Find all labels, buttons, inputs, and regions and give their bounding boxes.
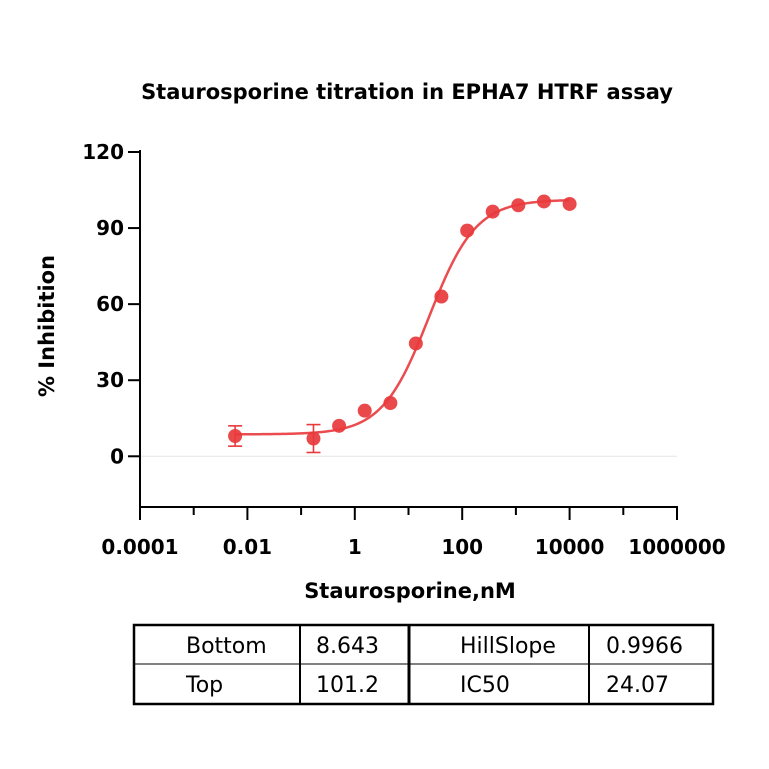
x-tick-label: 0.01 — [223, 535, 272, 559]
chart-title: Staurosporine titration in EPHA7 HTRF as… — [141, 80, 673, 104]
table-cell: IC50 — [460, 673, 510, 698]
data-point — [562, 196, 577, 211]
data-point — [306, 431, 321, 446]
data-point — [536, 194, 551, 209]
x-tick-label: 100 — [441, 535, 483, 559]
y-tick-label: 120 — [82, 140, 124, 164]
y-tick-label: 30 — [96, 368, 124, 392]
data-point — [383, 396, 398, 411]
table-cell: HillSlope — [460, 634, 556, 659]
x-tick-label: 1 — [348, 535, 362, 559]
table-cell: Bottom — [186, 634, 267, 659]
y-tick-label: 90 — [96, 216, 124, 240]
x-tick-label: 10000 — [535, 535, 605, 559]
y-tick-label: 0 — [110, 444, 124, 468]
y-axis-label: % Inhibition — [35, 255, 59, 397]
table-cell: Top — [185, 673, 223, 698]
data-point — [228, 429, 243, 443]
y-tick-label: 60 — [96, 292, 124, 316]
data-point — [460, 223, 475, 238]
data-point — [408, 336, 423, 351]
data-point — [511, 198, 526, 213]
x-axis-label: Staurosporine,nM — [304, 579, 516, 603]
table-cell: 101.2 — [316, 673, 379, 698]
plot-area: 0 30 60 90 120 0.0001 0.01 1 100 10000 1000000 — [82, 140, 725, 559]
fit-curve — [235, 199, 570, 436]
data-point — [485, 204, 500, 219]
table-cell: 0.9966 — [606, 634, 683, 659]
x-tick-label: 0.0001 — [101, 535, 178, 559]
table-cell: 24.07 — [606, 673, 669, 698]
data-point — [434, 289, 449, 304]
x-tick-label: 1000000 — [628, 535, 725, 559]
data-point — [332, 418, 347, 433]
table-cell: 8.643 — [316, 634, 379, 659]
parameter-table: Bottom 8.643 HillSlope 0.9966 Top 101.2 IC50 24… — [132, 623, 715, 706]
data-point — [357, 403, 372, 418]
